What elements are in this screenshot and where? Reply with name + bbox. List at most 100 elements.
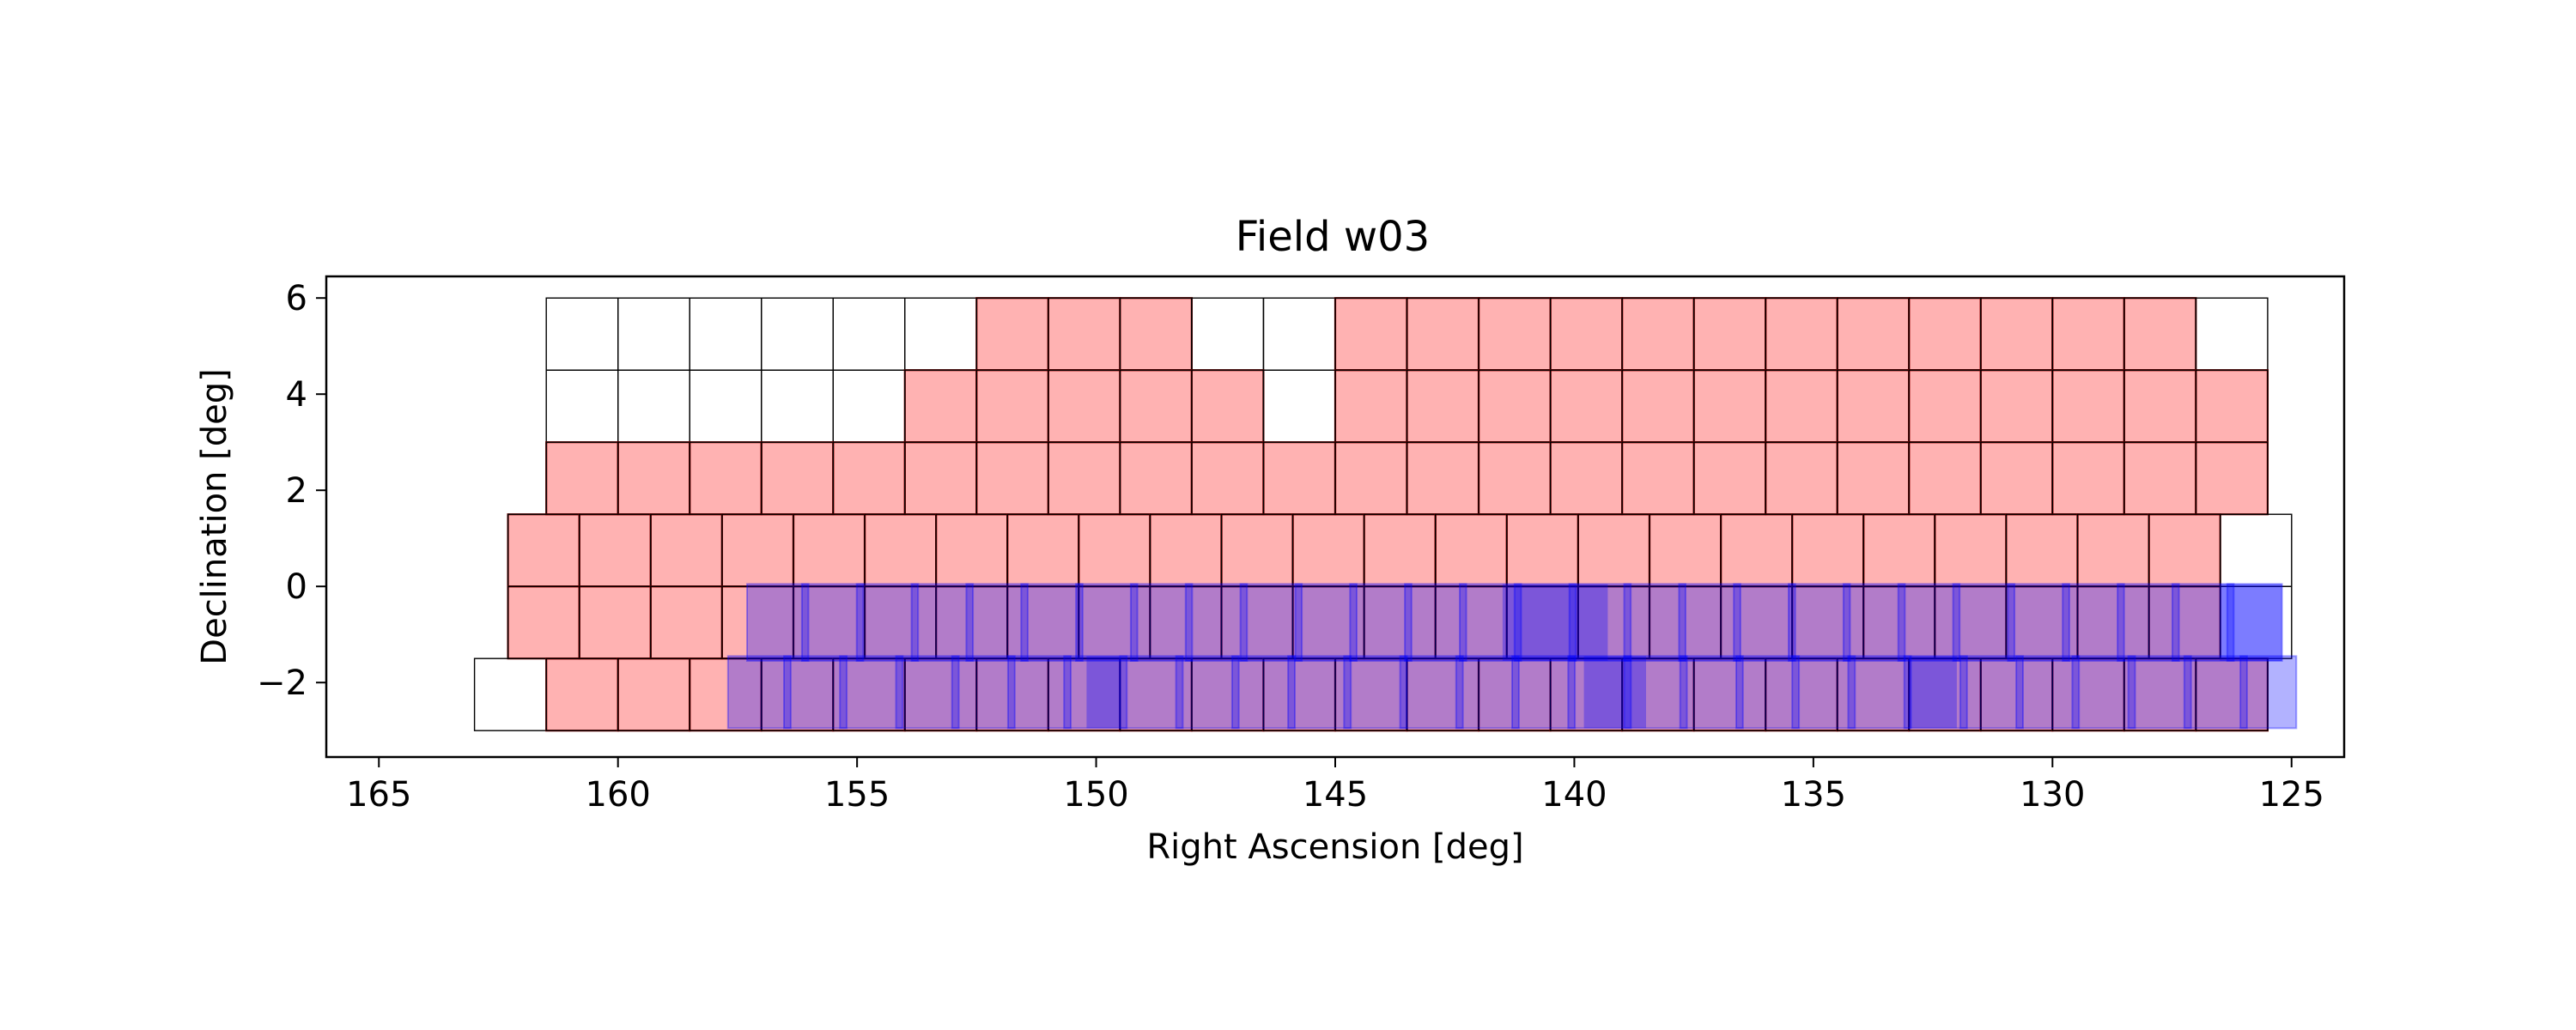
uncovered-tile <box>2195 297 2269 371</box>
covered-tile <box>1334 657 1408 732</box>
x-tick-label: 135 <box>1781 775 1846 815</box>
covered-tile <box>1692 297 1767 372</box>
uncovered-tile <box>1262 297 1336 371</box>
uncovered-tile <box>617 369 690 443</box>
covered-tile <box>545 657 619 732</box>
covered-tile <box>1406 369 1480 444</box>
overlay-segment <box>1175 655 1240 730</box>
uncovered-tile <box>689 369 762 443</box>
covered-tile <box>617 657 691 732</box>
overlay-segment <box>1842 583 1906 663</box>
covered-tile <box>1477 297 1552 372</box>
overlay-segment <box>1294 583 1358 663</box>
covered-tile <box>507 513 580 588</box>
covered-tile <box>1719 513 1794 588</box>
uncovered-tile <box>617 297 690 371</box>
uncovered-tile <box>689 297 762 371</box>
overlay-segment <box>800 583 865 663</box>
overlay-segment <box>2062 583 2125 663</box>
y-tick-label: 6 <box>286 279 307 318</box>
overlay-segment <box>839 655 904 730</box>
overlay-segment <box>1063 655 1128 730</box>
overlay-dense-segment <box>2220 584 2282 661</box>
covered-tile <box>2195 369 2269 444</box>
covered-tile <box>1979 369 2054 444</box>
covered-tile <box>1648 513 1722 588</box>
covered-tile <box>2051 441 2125 516</box>
y-tick-label: −2 <box>257 663 307 703</box>
overlay-segment <box>1459 583 1522 663</box>
x-tick-label: 155 <box>824 775 890 815</box>
covered-tile <box>2051 297 2125 372</box>
y-tick-label: 4 <box>286 375 307 415</box>
overlay-segment <box>1184 583 1249 663</box>
covered-tile <box>1692 441 1767 516</box>
uncovered-tile <box>904 297 978 371</box>
covered-tile <box>1979 297 2054 372</box>
overlay-segment <box>1959 655 2024 730</box>
tile-outline <box>2195 657 2269 731</box>
tiles-layer <box>473 297 2293 732</box>
covered-tile <box>934 513 1009 588</box>
covered-tile <box>1006 513 1080 588</box>
overlay-segment <box>1623 583 1686 663</box>
overlay-segment <box>746 583 810 663</box>
covered-tile <box>1119 369 1194 444</box>
covered-tile <box>1934 513 2008 588</box>
overlay-segment <box>1349 583 1413 663</box>
uncovered-tile <box>832 297 906 371</box>
covered-tile <box>1406 297 1480 372</box>
covered-tile <box>649 585 723 660</box>
uncovered-tile <box>473 657 547 731</box>
covered-tile <box>2123 369 2197 444</box>
overlay-segment <box>965 583 1029 663</box>
covered-tile <box>2148 513 2221 588</box>
overlay-segment <box>2071 655 2136 730</box>
covered-tile <box>1908 369 1982 444</box>
x-axis-label: Right Ascension [deg] <box>1146 827 1523 867</box>
overlay-layer <box>726 583 2298 730</box>
uncovered-tile <box>761 369 834 443</box>
covered-tile <box>1505 513 1580 588</box>
uncovered-tile <box>1262 369 1336 443</box>
x-tick-label: 130 <box>2020 775 2085 815</box>
covered-tile <box>2005 513 2079 588</box>
covered-tile <box>1334 297 1408 372</box>
uncovered-tile <box>2219 513 2293 587</box>
covered-tile <box>1908 297 1982 372</box>
covered-tile <box>903 369 978 444</box>
covered-tile <box>1334 441 1408 516</box>
overlay-segment <box>1847 655 1912 730</box>
covered-tile <box>2148 585 2221 660</box>
covered-tile <box>720 585 795 660</box>
covered-tile <box>507 585 580 660</box>
covered-tile <box>1908 441 1982 516</box>
covered-tile <box>1862 513 1936 588</box>
covered-tile <box>1119 441 1194 516</box>
overlay-segment <box>2183 655 2248 730</box>
covered-tile <box>1791 513 1865 588</box>
x-tick-label: 125 <box>2259 775 2324 815</box>
y-tick-label: 2 <box>286 471 307 511</box>
covered-tile <box>1078 513 1151 588</box>
overlay-segment <box>1230 655 1297 730</box>
covered-tile <box>1477 441 1552 516</box>
overlay-segment <box>1733 583 1796 663</box>
covered-tile <box>1406 441 1480 516</box>
covered-tile <box>545 441 619 516</box>
covered-tile <box>1477 369 1552 444</box>
covered-tile <box>2123 441 2197 516</box>
covered-tile <box>1363 585 1437 660</box>
covered-tile <box>1549 297 1624 372</box>
x-axis: 165 160 155 150 145 140 135 130 125 <box>346 757 2324 815</box>
overlay-segment <box>2127 655 2192 730</box>
covered-tile <box>2195 441 2269 516</box>
overlay-segment <box>1788 583 1851 663</box>
overlay-segment <box>2117 583 2180 663</box>
overlay-segment <box>1903 655 1968 730</box>
overlay-segment <box>1129 583 1194 663</box>
covered-tile <box>1262 441 1337 516</box>
overlay-segment <box>1678 583 1741 663</box>
covered-tile <box>863 513 938 588</box>
overlay-dense-segment <box>1086 656 1121 729</box>
